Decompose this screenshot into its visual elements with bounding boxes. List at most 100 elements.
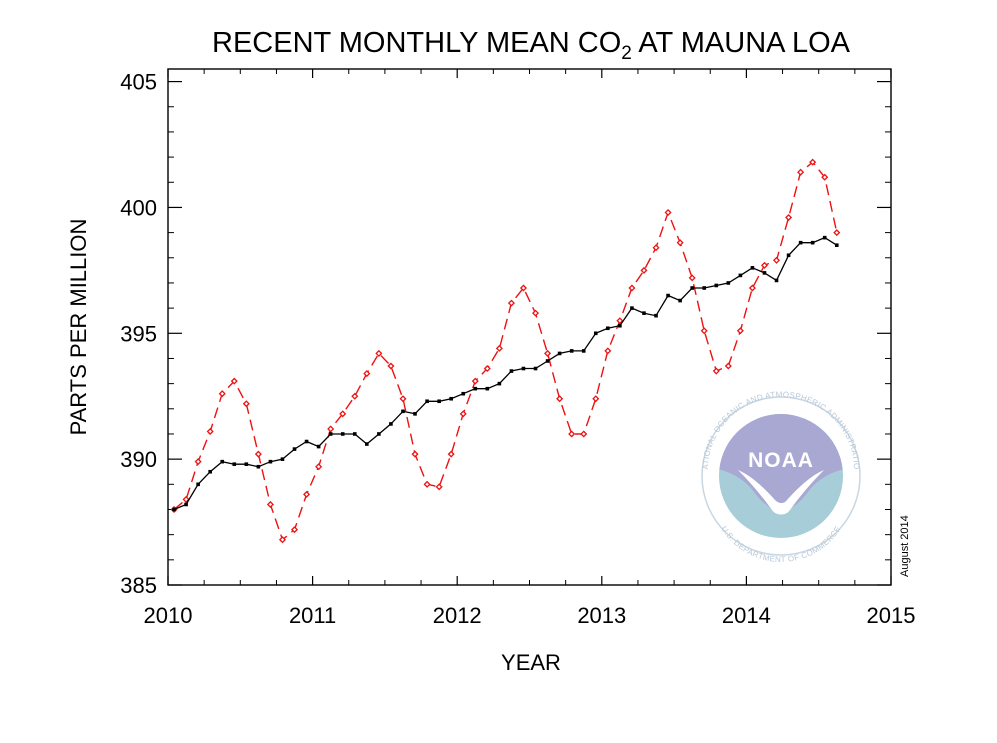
series-1-point xyxy=(365,442,369,446)
x-tick-label: 2015 xyxy=(867,603,916,628)
series-0-point xyxy=(483,365,491,373)
series-1-point xyxy=(232,462,237,466)
series-1-point xyxy=(172,507,176,512)
axes: 2010 2011 2012 2013 2014 2015 385 390 395 400 405 xyxy=(120,69,915,628)
series-0-point xyxy=(194,458,202,466)
series-1-point xyxy=(822,235,827,240)
series-1-point xyxy=(509,369,514,373)
x-tick-label: 2012 xyxy=(433,603,482,628)
series-1-point xyxy=(244,462,249,466)
series-1-point xyxy=(280,457,285,461)
series-0-point xyxy=(254,450,262,458)
series-0-point xyxy=(532,309,540,317)
series-1-point xyxy=(702,286,707,290)
series-0-point xyxy=(773,256,781,264)
series-1-point xyxy=(184,502,188,507)
series-1-point xyxy=(340,432,345,436)
series-0-point xyxy=(821,173,829,181)
series-1-point xyxy=(485,386,490,391)
series-1-point xyxy=(497,381,502,386)
series-1-point xyxy=(196,482,200,487)
series-0-line xyxy=(173,161,838,541)
series-1-point xyxy=(377,432,381,436)
x-tick-label: 2014 xyxy=(722,603,771,628)
series-1-point xyxy=(401,409,405,414)
series-1-point xyxy=(581,349,586,353)
series-1-point xyxy=(774,278,779,283)
x-tick-label: 2010 xyxy=(144,603,193,628)
series-0-point xyxy=(556,395,564,403)
series-1-point xyxy=(569,349,574,353)
series-0-point xyxy=(785,213,793,222)
series-1-point xyxy=(352,432,357,436)
series-0-point xyxy=(411,450,419,458)
series-0-point xyxy=(688,274,696,282)
series-1-point xyxy=(738,273,743,278)
series-1-point xyxy=(678,298,682,303)
series-0-point xyxy=(712,367,720,375)
series-1-point xyxy=(533,366,538,371)
chart-title: RECENT MONTHLY MEAN CO2 AT MAUNA LOA xyxy=(212,27,851,64)
series-1-point xyxy=(328,432,333,436)
series-0-point xyxy=(640,266,648,274)
series-0-point xyxy=(797,168,805,176)
series-0-point xyxy=(387,362,395,370)
series-1-point xyxy=(618,323,622,328)
series-1-point xyxy=(762,271,767,275)
series-1-point xyxy=(449,396,453,401)
series-1-point xyxy=(834,243,839,247)
date-note: August 2014 xyxy=(899,515,911,577)
series-1-point xyxy=(630,306,634,310)
series-0-point xyxy=(218,390,226,398)
logo-bird xyxy=(738,470,824,515)
x-tick-label: 2011 xyxy=(289,603,336,628)
series-1-point xyxy=(654,313,658,318)
series-0-point xyxy=(327,425,335,433)
series-0-point xyxy=(676,239,684,247)
series-0-point xyxy=(507,299,515,307)
series-0-point xyxy=(495,344,503,352)
series-1-point xyxy=(316,444,321,449)
series-1-point xyxy=(786,253,791,258)
x-tick-label: 2013 xyxy=(577,603,626,628)
y-tick-label: 395 xyxy=(120,321,157,346)
series-0-point xyxy=(351,392,359,400)
series-0-point xyxy=(423,480,431,488)
series-0-point xyxy=(230,377,238,385)
series-0-point xyxy=(242,400,250,408)
series-0-point xyxy=(664,208,672,216)
x-axis-title: YEAR xyxy=(501,650,561,675)
series-0-point xyxy=(748,284,756,292)
series-1-point xyxy=(473,386,478,391)
series-0-point xyxy=(544,349,552,357)
series-1-point xyxy=(690,286,694,290)
series-1-point xyxy=(208,469,212,474)
series-1-point xyxy=(437,399,441,404)
series-0-point xyxy=(724,362,732,370)
series-0-point xyxy=(833,229,841,237)
title-subscript: 2 xyxy=(621,43,632,64)
series-0-point xyxy=(580,430,588,438)
series-0-point xyxy=(399,395,407,403)
y-tick-label: 405 xyxy=(120,70,157,95)
series-0-point xyxy=(435,483,443,491)
series-1-point xyxy=(220,459,225,464)
series-0-point xyxy=(616,317,624,325)
logo-sky xyxy=(719,414,843,513)
series-0-point xyxy=(471,377,479,385)
series-1-point xyxy=(726,281,731,285)
series-1-point xyxy=(413,412,417,416)
series-1-point xyxy=(389,422,393,426)
series-0-point xyxy=(363,370,371,378)
series-0-point xyxy=(339,410,347,418)
series-1-point xyxy=(714,283,719,288)
series-0-point xyxy=(700,327,708,335)
series-1-line xyxy=(173,236,838,511)
series-1-point xyxy=(557,351,562,356)
series-1-point xyxy=(593,331,598,336)
series-1-point xyxy=(425,399,429,404)
series-1-point xyxy=(810,240,815,245)
series-1-point xyxy=(256,464,261,469)
series-0-point xyxy=(375,349,383,357)
